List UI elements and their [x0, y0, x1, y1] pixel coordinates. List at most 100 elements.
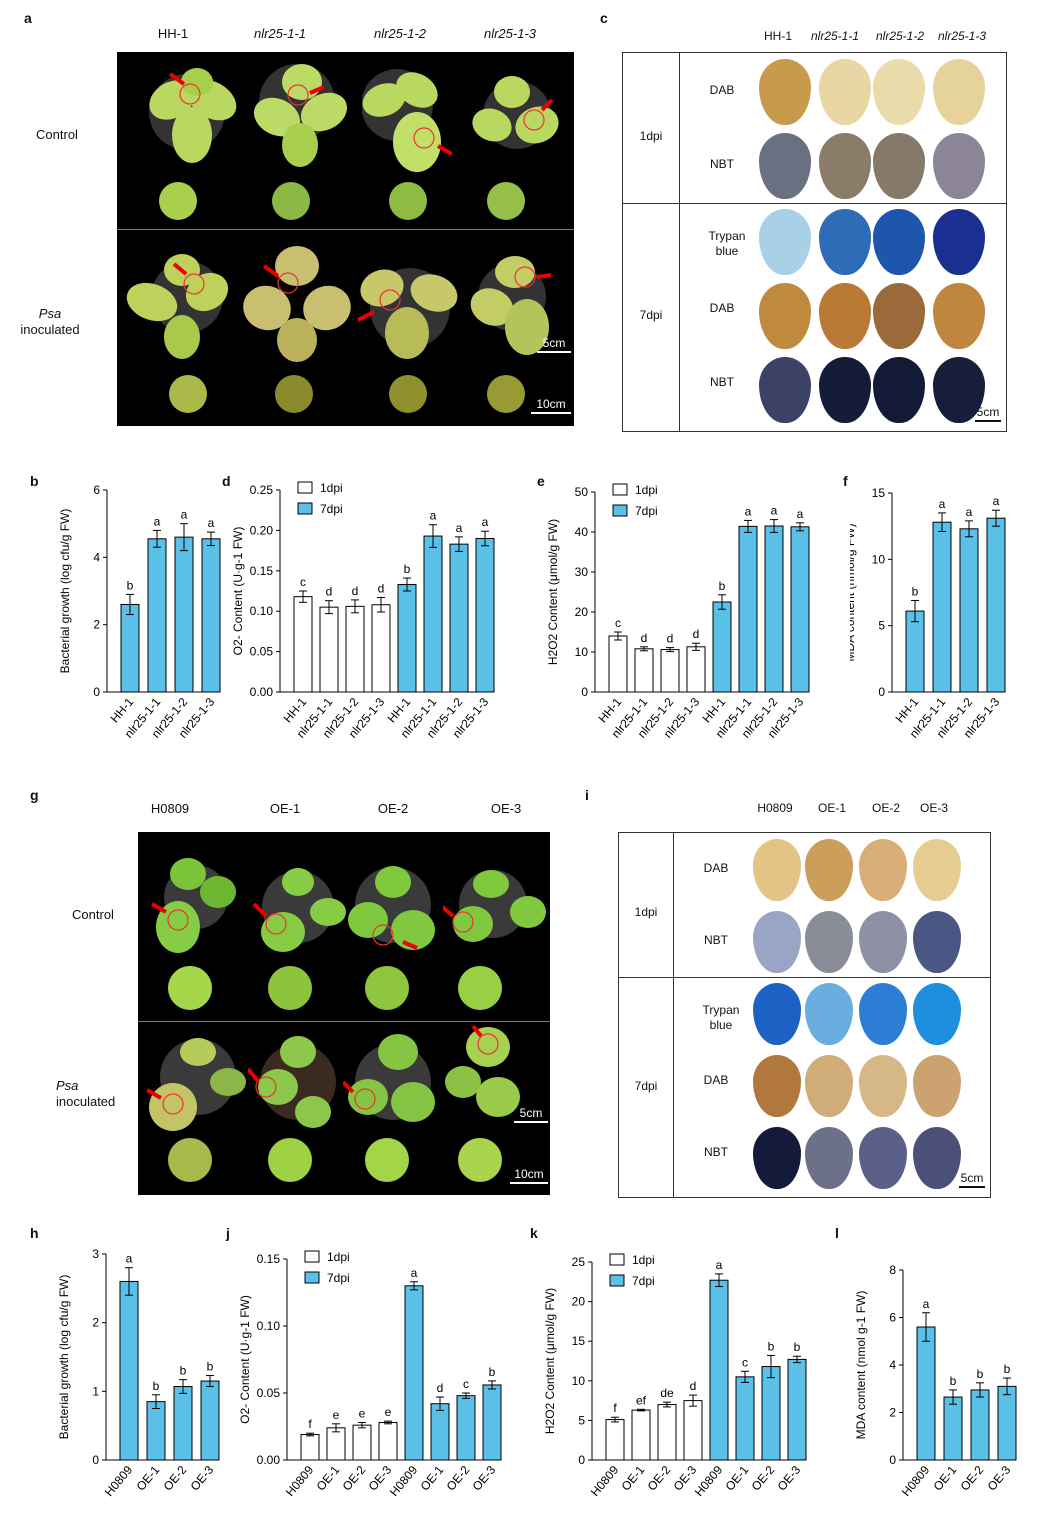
leaf-c-r3-1 — [759, 209, 811, 275]
leaf-i-r3-1 — [753, 983, 801, 1045]
leaf-c-r4-3 — [873, 283, 925, 349]
leaf-c-r1-2 — [819, 59, 871, 125]
y-tick-label: 10 — [572, 1374, 586, 1388]
x-tick-label: OE-1 — [314, 1463, 343, 1494]
y-tick-label: 10 — [575, 645, 589, 659]
legend-label: 1dpi — [320, 481, 343, 495]
significance-letter: a — [993, 494, 1000, 508]
leaf-c-r3-3 — [873, 209, 925, 275]
row-label-control-g: Control — [72, 907, 114, 922]
chart-h: 0 1 2 3 Bacterial growth (log cfu/g FW) a H080… — [58, 1247, 220, 1499]
y-tick-label: 0.00 — [250, 685, 274, 699]
plant-h0809-control — [151, 858, 236, 953]
timepoint-1dpi-i: 1dpi — [634, 905, 658, 919]
y-tick-label: 1 — [92, 1384, 99, 1398]
scale-bar-10cm-a: 10cm — [531, 397, 571, 414]
significance-letter: b — [404, 562, 411, 576]
x-tick-label: H0809 — [692, 1463, 726, 1499]
leaf-disc-a-control-1 — [159, 182, 197, 220]
bar — [378, 1421, 398, 1461]
leaf-disc-g-control-2 — [268, 966, 312, 1010]
panel-label-e: e — [537, 473, 545, 489]
y-axis-label: Bacterial growth (log cfu/g FW) — [58, 509, 72, 674]
x-tick-label: OE-3 — [188, 1463, 217, 1494]
y-tick-label: 2 — [93, 618, 100, 632]
leaf-disc-a-psa-4 — [487, 375, 525, 413]
significance-letter: a — [797, 507, 804, 521]
significance-letter: c — [742, 1355, 748, 1369]
bar — [932, 521, 952, 693]
plant-nlr25-1-2-control — [362, 69, 452, 172]
scale-bar-5cm-g: 5cm — [514, 1106, 548, 1123]
header-g-oe2: OE-2 — [377, 801, 409, 816]
y-tick-label: 0.05 — [257, 1386, 281, 1400]
significance-letter: b — [912, 584, 919, 598]
leaf-disc-g-psa-1 — [168, 1138, 212, 1182]
legend-label: 7dpi — [635, 504, 658, 518]
plant-nlr25-1-3-control — [472, 76, 559, 149]
header-i-oe3: OE-3 — [919, 801, 948, 815]
leaf-c-r3-4 — [933, 209, 985, 275]
bar — [738, 525, 758, 693]
y-tick-label: 20 — [575, 605, 589, 619]
bar — [173, 1386, 193, 1461]
y-tick-label: 15 — [572, 1334, 586, 1348]
bar — [905, 610, 925, 693]
leaf-c-r3-2 — [819, 209, 871, 275]
bar — [475, 537, 495, 693]
header-g-oe3: OE-3 — [490, 801, 522, 816]
leaf-c-r2-2 — [819, 133, 871, 199]
y-tick-label: 6 — [889, 1311, 896, 1325]
leaf-i-r3-4 — [913, 983, 961, 1045]
y-tick-label: 0 — [581, 685, 588, 699]
bar — [631, 1409, 651, 1461]
plant-oe2-control — [348, 866, 435, 950]
stain-label-nbt-1: NBT — [710, 157, 734, 171]
x-tick-label: OE-3 — [985, 1463, 1014, 1494]
x-tick-label: OE-2 — [958, 1463, 987, 1494]
y-tick-label: 5 — [578, 1413, 585, 1427]
leaf-i-r2-2 — [805, 911, 853, 973]
x-tick-label: OE-2 — [749, 1463, 778, 1494]
significance-letter: f — [613, 1401, 617, 1415]
bar — [147, 538, 167, 693]
bar — [764, 525, 784, 693]
leaf-i-r4-1 — [753, 1055, 801, 1117]
panel-label-i: i — [585, 787, 589, 803]
leaf-disc-a-control-2 — [272, 182, 310, 220]
significance-letter: b — [180, 1364, 187, 1378]
panel-label-g: g — [30, 787, 39, 803]
legend-swatch — [297, 502, 313, 515]
bar — [986, 517, 1006, 693]
significance-letter: d — [667, 632, 674, 646]
panel-label-b: b — [30, 473, 39, 489]
bar — [201, 538, 221, 693]
leaf-i-r5-1 — [753, 1127, 801, 1189]
significance-letter: b — [489, 1365, 496, 1379]
significance-letter: a — [181, 508, 188, 522]
x-tick-label: H0809 — [899, 1463, 933, 1499]
y-tick-label: 0.15 — [257, 1252, 281, 1266]
leaf-c-r1-1 — [759, 59, 811, 125]
bar — [119, 1280, 139, 1461]
bar — [916, 1326, 936, 1461]
significance-letter: d — [641, 631, 648, 645]
leaf-disc-g-control-4 — [458, 966, 502, 1010]
x-tick-label: OE-1 — [418, 1463, 447, 1494]
x-tick-label: OE-3 — [470, 1463, 499, 1494]
x-tick-label: OE-2 — [444, 1463, 473, 1494]
photo-panel-g: 5cm 10cm — [138, 832, 550, 1195]
plant-nlr25-1-3-psa — [470, 256, 552, 355]
leaf-i-r1-2 — [805, 839, 853, 901]
panel-label-j: j — [226, 1225, 230, 1241]
leaf-i-r4-2 — [805, 1055, 853, 1117]
x-tick-label: OE-1 — [619, 1463, 648, 1494]
significance-letter: b — [719, 579, 726, 593]
significance-letter: a — [939, 497, 946, 511]
leaf-c-r5-3 — [873, 357, 925, 423]
leaf-i-r4-3 — [859, 1055, 907, 1117]
bar — [482, 1384, 502, 1461]
row-label-control: Control — [36, 127, 78, 142]
timepoint-1dpi-c: 1dpi — [639, 129, 663, 143]
leaf-i-r1-4 — [913, 839, 961, 901]
